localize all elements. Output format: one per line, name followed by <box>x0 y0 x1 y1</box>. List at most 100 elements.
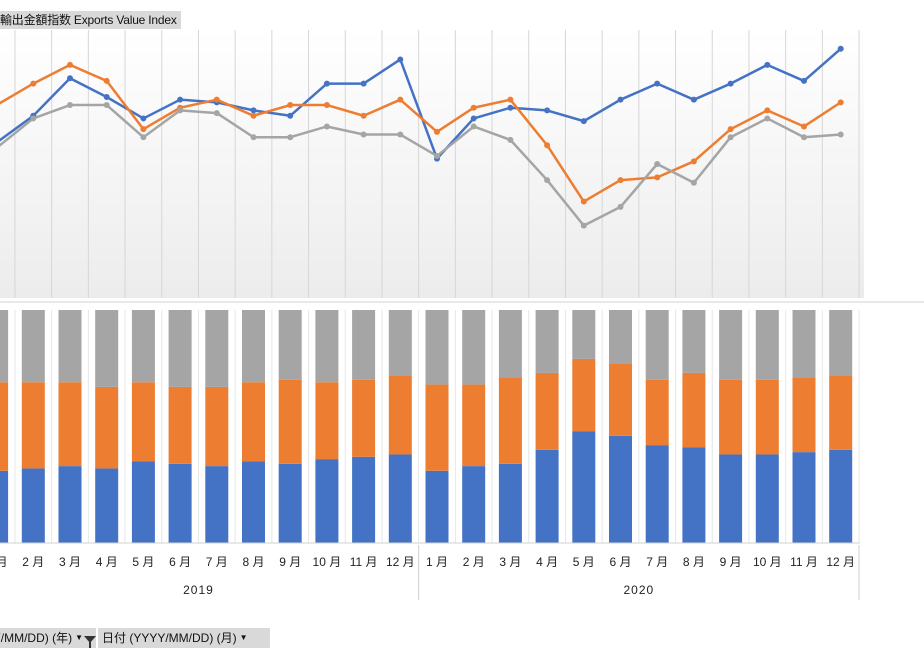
line-point <box>801 123 807 130</box>
bar-segment-2 <box>242 382 265 462</box>
bar-segment-1 <box>21 468 45 543</box>
bar-segment-3 <box>95 310 119 387</box>
bar-segment-2 <box>462 384 486 467</box>
x-tick-label: 2 月 <box>22 555 44 569</box>
x-tick-label: 8 月 <box>242 555 264 569</box>
line-point <box>727 126 734 133</box>
line-point <box>250 112 257 119</box>
chart-title[interactable]: 輸出金額指数 Exports Value Index <box>0 11 181 29</box>
line-point <box>323 102 330 109</box>
line-series-3 <box>0 103 841 227</box>
x-tick-label: 4 月 <box>96 555 118 569</box>
line-point <box>617 177 624 184</box>
bar-segment-2 <box>168 386 192 464</box>
line-point <box>250 134 257 141</box>
line-point <box>507 96 514 103</box>
bar-segment-3 <box>0 310 9 383</box>
x-tick-label: 10 月 <box>753 555 782 569</box>
x-tick-label: 8 月 <box>683 555 705 569</box>
bar-segment-2 <box>792 377 816 453</box>
line-point <box>580 198 587 205</box>
bar-segment-1 <box>609 435 632 543</box>
bar-segment-2 <box>498 377 522 464</box>
month-field-button[interactable]: 日付 (YYYY/MM/DD) (月) ▼ <box>98 628 270 648</box>
bar-segment-1 <box>388 454 412 543</box>
bar-segment-3 <box>645 310 669 380</box>
x-tick-label: 6 月 <box>609 555 631 569</box>
x-tick-label: 11 月 <box>350 555 378 569</box>
bar-segment-2 <box>829 375 853 450</box>
bar-segment-1 <box>278 463 302 543</box>
bar-segment-1 <box>498 463 522 543</box>
line-point <box>544 107 551 114</box>
line-point <box>140 115 147 122</box>
line-point <box>654 161 661 167</box>
line-point <box>507 104 514 111</box>
line-point <box>67 75 73 82</box>
line-point <box>507 136 514 143</box>
line-point <box>67 61 73 68</box>
line-point <box>397 131 404 138</box>
line-point <box>617 96 624 103</box>
dropdown-arrow-icon: ▼ <box>239 633 248 642</box>
line-point <box>764 107 771 114</box>
line-point <box>837 99 844 106</box>
x-tick-label: 4 月 <box>536 555 558 569</box>
line-point <box>140 134 147 141</box>
x-tick-label: 5 月 <box>573 555 595 569</box>
bar-segment-3 <box>21 310 45 383</box>
bar-segment-1 <box>315 459 339 543</box>
bar-segment-2 <box>388 375 412 455</box>
line-point <box>470 115 477 122</box>
line-point <box>617 203 624 210</box>
bar-segment-2 <box>535 372 559 450</box>
x-tick-label: 7 月 <box>206 555 228 569</box>
bar-segment-1 <box>95 468 119 543</box>
bar-segment-1 <box>572 431 596 543</box>
year-group-label: 2019 <box>183 583 214 597</box>
x-tick-label: 9 月 <box>279 555 301 569</box>
year-field-button[interactable]: 日付 (YYYY/MM/DD) (年) ▼ <box>0 628 96 648</box>
bar-segment-2 <box>0 382 9 471</box>
bar-segment-2 <box>755 379 779 455</box>
bar-segment-3 <box>609 310 632 364</box>
bar-segment-1 <box>58 466 82 543</box>
bar-segment-2 <box>278 379 302 464</box>
x-tick-label: 1 月 <box>426 555 448 569</box>
bar-segment-2 <box>645 379 669 446</box>
bar-segment-1 <box>535 449 559 543</box>
line-point <box>690 158 697 165</box>
line-point <box>360 80 367 87</box>
line-point <box>544 177 551 184</box>
line-point <box>67 102 73 109</box>
bar-segment-3 <box>498 310 522 378</box>
bar-segment-2 <box>131 382 155 462</box>
line-point <box>801 77 807 84</box>
line-point <box>140 126 147 133</box>
x-tick-label: 12 月 <box>386 555 415 569</box>
bar-segment-1 <box>205 466 229 543</box>
x-tick-label: 1 月 <box>0 555 8 569</box>
bar-segment-3 <box>792 310 816 378</box>
bar-segment-1 <box>719 454 743 543</box>
line-point <box>727 80 734 87</box>
line-point <box>801 134 807 141</box>
line-point <box>727 134 734 141</box>
line-point <box>213 110 220 117</box>
line-point <box>177 107 184 114</box>
line-point <box>287 134 294 141</box>
month-field-label: 日付 (YYYY/MM/DD) (月) <box>102 631 237 645</box>
line-point <box>434 152 440 159</box>
x-tick-label: 3 月 <box>499 555 521 569</box>
line-point <box>213 96 220 103</box>
bar-segment-3 <box>572 310 596 359</box>
year-group-label: 2020 <box>623 583 654 597</box>
bar-segment-3 <box>242 310 265 383</box>
line-point <box>434 128 440 135</box>
bar-segment-3 <box>388 310 412 376</box>
x-tick-label: 5 月 <box>132 555 154 569</box>
x-tick-label: 9 月 <box>720 555 742 569</box>
bar-segment-3 <box>829 310 853 376</box>
bar-segment-1 <box>792 452 816 543</box>
line-point <box>654 174 661 181</box>
